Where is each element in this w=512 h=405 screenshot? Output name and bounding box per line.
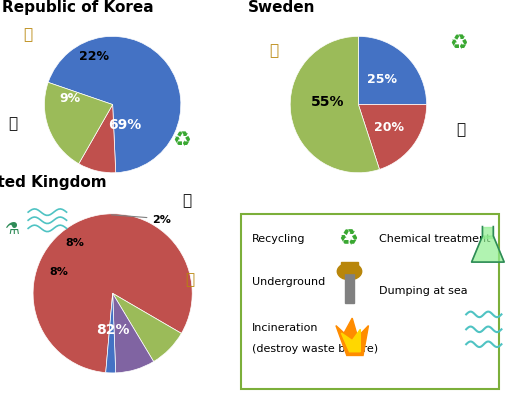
Text: Republic of Korea: Republic of Korea — [2, 0, 154, 15]
Wedge shape — [45, 83, 113, 164]
Text: 22%: 22% — [78, 50, 109, 63]
Text: 82%: 82% — [96, 322, 130, 336]
Wedge shape — [33, 214, 192, 373]
Text: Incineration: Incineration — [252, 323, 318, 333]
Text: ♻: ♻ — [173, 130, 191, 150]
Text: Recycling: Recycling — [252, 233, 305, 243]
Text: (destroy waste by fire): (destroy waste by fire) — [252, 343, 378, 353]
Text: Underground: Underground — [252, 276, 325, 286]
Text: 2%: 2% — [112, 214, 172, 224]
Text: ♻: ♻ — [449, 32, 467, 53]
Bar — [346, 274, 354, 303]
Wedge shape — [48, 37, 181, 173]
Wedge shape — [113, 294, 154, 373]
Text: Sweden: Sweden — [248, 0, 315, 15]
FancyBboxPatch shape — [241, 214, 499, 389]
Text: 9%: 9% — [60, 92, 81, 105]
Text: 8%: 8% — [65, 237, 84, 247]
Polygon shape — [472, 237, 504, 262]
Text: ♻: ♻ — [338, 228, 358, 248]
Text: Dumping at sea: Dumping at sea — [379, 286, 468, 295]
Bar — [482, 227, 494, 238]
Circle shape — [337, 263, 361, 280]
Polygon shape — [342, 330, 360, 352]
Text: ⛏: ⛏ — [269, 43, 279, 58]
Text: ⛏: ⛏ — [185, 272, 194, 287]
Wedge shape — [290, 37, 379, 173]
Text: 69%: 69% — [109, 117, 141, 131]
Wedge shape — [79, 105, 116, 173]
Text: United Kingdom: United Kingdom — [0, 174, 107, 189]
Wedge shape — [358, 37, 426, 105]
Text: 🔥: 🔥 — [8, 116, 17, 131]
Text: ⛏: ⛏ — [24, 27, 33, 42]
Text: 🔥: 🔥 — [182, 193, 191, 208]
Text: 8%: 8% — [49, 266, 68, 276]
Text: Chemical treatment: Chemical treatment — [379, 233, 491, 243]
Wedge shape — [358, 105, 426, 170]
Bar — [342, 262, 358, 274]
Wedge shape — [105, 294, 116, 373]
Text: 20%: 20% — [374, 121, 404, 134]
Text: ⚗: ⚗ — [5, 220, 20, 238]
Text: 🔥: 🔥 — [456, 122, 465, 137]
Text: 55%: 55% — [311, 95, 345, 109]
Text: 25%: 25% — [367, 73, 397, 86]
Wedge shape — [113, 294, 181, 362]
Polygon shape — [336, 318, 369, 356]
